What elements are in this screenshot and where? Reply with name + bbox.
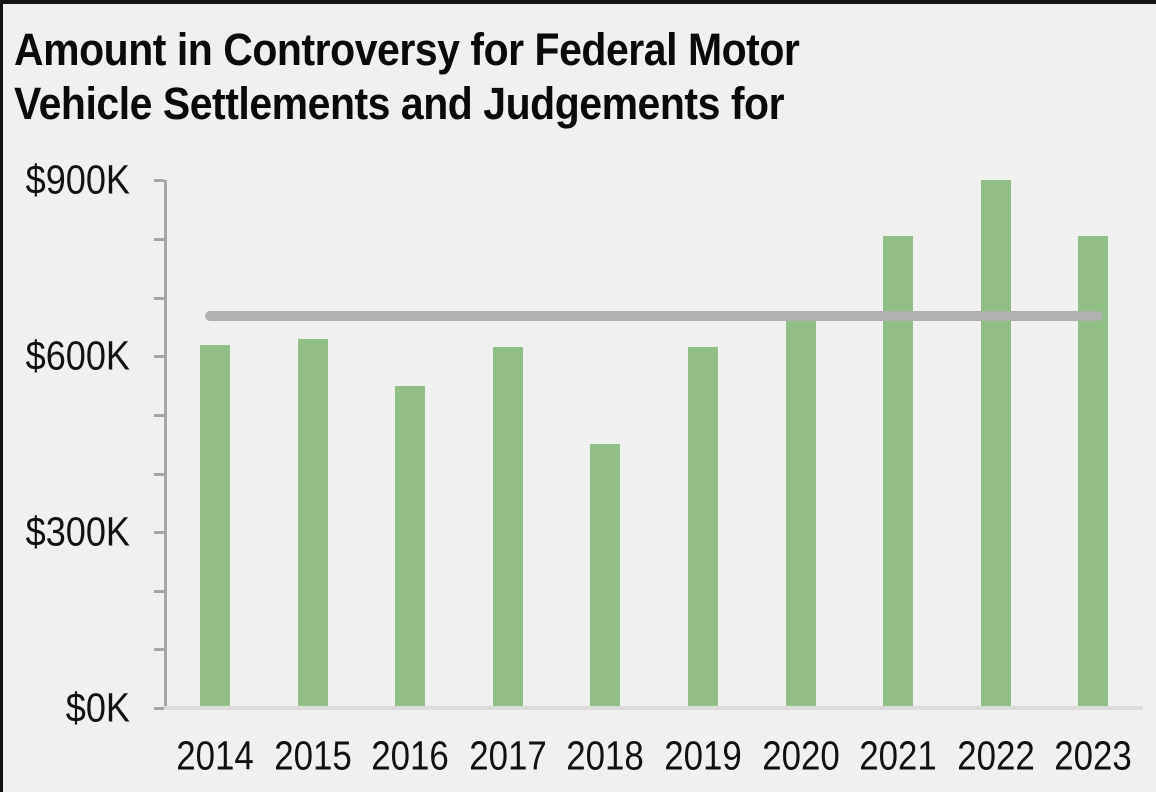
bar-2014 (200, 344, 230, 706)
x-axis-label-2023: 2023 (1054, 732, 1133, 779)
bar-2016 (395, 385, 426, 706)
y-axis-label: $900K (25, 156, 130, 203)
chart-title-line-2: Vehicle Settlements and Judgements for (14, 78, 785, 129)
bar-2015 (297, 338, 328, 706)
screenshot-edge-left (0, 0, 3, 792)
y-axis-label: $300K (25, 508, 130, 555)
y-axis-tick (154, 296, 164, 300)
y-axis-tick (154, 355, 164, 359)
x-axis-label-2019: 2019 (664, 732, 742, 779)
bar-2018 (590, 444, 621, 706)
x-axis-line (164, 706, 1143, 710)
x-axis-label-2014: 2014 (176, 732, 254, 779)
x-axis-label-2018: 2018 (566, 732, 645, 779)
average-line (205, 311, 1103, 322)
y-axis-tick (154, 413, 164, 417)
x-axis-label-2021: 2021 (859, 732, 937, 779)
y-axis-label: $0K (65, 684, 130, 731)
x-axis-label-2015: 2015 (273, 732, 352, 779)
y-axis-tick (154, 707, 164, 710)
y-axis-tick (154, 472, 164, 476)
y-axis-tick (154, 648, 164, 652)
bar-2017 (492, 347, 523, 706)
bar-2021 (883, 236, 914, 706)
chart-title-line-1: Amount in Controversy for Federal Motor (14, 24, 800, 75)
bar-2023 (1078, 236, 1109, 706)
bar-2022 (980, 180, 1011, 706)
bar-2020 (785, 321, 816, 706)
x-axis-label-2016: 2016 (371, 732, 449, 779)
y-axis-label: $600K (25, 332, 130, 379)
x-axis-label-2017: 2017 (469, 732, 547, 779)
y-axis-tick (154, 238, 164, 242)
y-axis-tick (154, 179, 164, 183)
y-axis-tick (154, 589, 164, 593)
screenshot-edge-top (0, 0, 1156, 4)
bar-2019 (688, 347, 718, 706)
y-axis-line (164, 180, 167, 710)
y-axis-tick (154, 531, 164, 535)
x-axis-label-2022: 2022 (957, 732, 1035, 779)
x-axis-label-2020: 2020 (761, 732, 840, 779)
